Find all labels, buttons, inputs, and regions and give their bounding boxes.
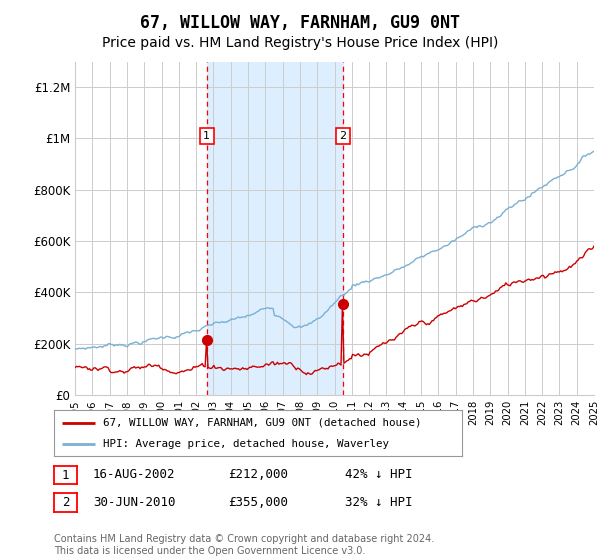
Text: 16-AUG-2002: 16-AUG-2002 bbox=[93, 468, 176, 482]
Text: 1: 1 bbox=[203, 131, 211, 141]
Text: Price paid vs. HM Land Registry's House Price Index (HPI): Price paid vs. HM Land Registry's House … bbox=[102, 36, 498, 50]
Text: 1: 1 bbox=[62, 469, 69, 482]
Text: 67, WILLOW WAY, FARNHAM, GU9 0NT (detached house): 67, WILLOW WAY, FARNHAM, GU9 0NT (detach… bbox=[103, 418, 421, 428]
Text: 2: 2 bbox=[340, 131, 347, 141]
Text: 30-JUN-2010: 30-JUN-2010 bbox=[93, 496, 176, 509]
Text: Contains HM Land Registry data © Crown copyright and database right 2024.
This d: Contains HM Land Registry data © Crown c… bbox=[54, 534, 434, 556]
Text: £355,000: £355,000 bbox=[228, 496, 288, 509]
Text: 32% ↓ HPI: 32% ↓ HPI bbox=[345, 496, 413, 509]
Bar bbox=[207, 62, 343, 395]
Text: 42% ↓ HPI: 42% ↓ HPI bbox=[345, 468, 413, 482]
Text: 2: 2 bbox=[62, 496, 69, 509]
Text: HPI: Average price, detached house, Waverley: HPI: Average price, detached house, Wave… bbox=[103, 439, 389, 449]
Text: £212,000: £212,000 bbox=[228, 468, 288, 482]
Text: 67, WILLOW WAY, FARNHAM, GU9 0NT: 67, WILLOW WAY, FARNHAM, GU9 0NT bbox=[140, 14, 460, 32]
